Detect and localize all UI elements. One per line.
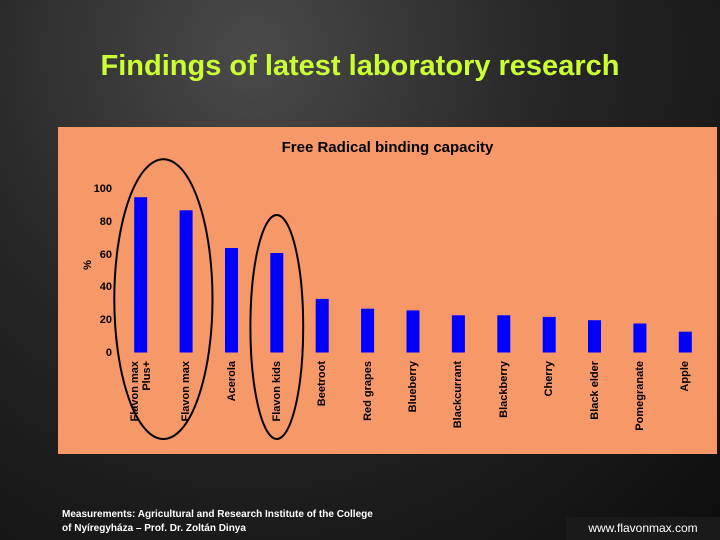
chart-panel: Free Radical binding capacity % 100 80 60 4… (58, 127, 717, 454)
x-tick-label: Blackcurrant (452, 361, 464, 441)
x-tick-label: Blackberry (498, 361, 510, 441)
x-tick-label: Flavon kids (271, 361, 283, 441)
bar (542, 316, 556, 353)
y-tick-label: 0 (105, 347, 112, 359)
bar-chart (113, 158, 708, 440)
x-tick-label: Black elder (589, 361, 601, 441)
bar (451, 315, 465, 353)
bar (633, 323, 647, 353)
bar (134, 197, 148, 353)
source-citation: Measurements: Agricultural and Research … (62, 508, 482, 536)
y-tick-label: 60 (99, 248, 112, 261)
x-tick-label-line: Flavon kids (270, 361, 283, 422)
x-tick-label: Apple (679, 361, 691, 441)
x-tick-label: Cherry (543, 361, 555, 441)
website-url[interactable]: www.flavonmax.com (566, 517, 720, 540)
chart-title: Free Radical binding capacity (281, 139, 494, 156)
x-tick-label-line: Blackberry (497, 361, 510, 418)
x-tick-label: Red grapes (362, 361, 374, 441)
bar (179, 210, 193, 353)
x-tick-label: Flavon max (180, 361, 192, 441)
x-tick-label-line: Flavon max (128, 361, 141, 422)
bar (406, 310, 420, 353)
source-citation-line-1: Measurements: Agricultural and Research … (62, 509, 373, 520)
bar (588, 320, 601, 353)
y-tick-label: 40 (99, 281, 112, 294)
x-tick-label-line: Acerola (225, 361, 238, 402)
x-tick-label-line: Blueberry (407, 361, 419, 413)
x-tick-label-line: Beetroot (316, 361, 329, 407)
x-tick-label-line: Flavon max (180, 361, 193, 422)
bar (315, 298, 329, 353)
x-tick-label: Blueberry (407, 361, 419, 441)
highlight-ellipse (113, 158, 214, 440)
bar (225, 248, 238, 353)
x-tick-label-line: Cherry (543, 361, 556, 397)
x-tick-label: Acerola (226, 361, 238, 441)
bar (497, 315, 511, 353)
y-tick-label: 80 (99, 215, 112, 228)
y-tick-label: 100 (93, 183, 112, 195)
x-tick-label-line: Plus+ (140, 361, 153, 391)
x-tick-label: Flavon max Plus+ (129, 361, 153, 441)
source-citation-line-2: of Nyíregyháza – Prof. Dr. Zoltán Dinya (62, 523, 246, 534)
bar (270, 253, 284, 353)
x-tick-label-line: Pomegranate (633, 361, 646, 431)
slide-title: Findings of latest laboratory research (100, 50, 620, 82)
bar (361, 308, 375, 353)
x-tick-label-line: Apple (679, 361, 692, 392)
x-tick-label-line: Black elder (588, 361, 601, 420)
bar (678, 331, 692, 353)
x-tick-label-line: Red grapes (361, 361, 374, 421)
x-tick-label: Pomegranate (634, 361, 646, 441)
y-tick-label: 20 (99, 314, 112, 327)
highlight-ellipse (249, 214, 305, 440)
x-tick-label: Beetroot (316, 361, 328, 441)
x-tick-label-line: Blackcurrant (452, 361, 465, 429)
